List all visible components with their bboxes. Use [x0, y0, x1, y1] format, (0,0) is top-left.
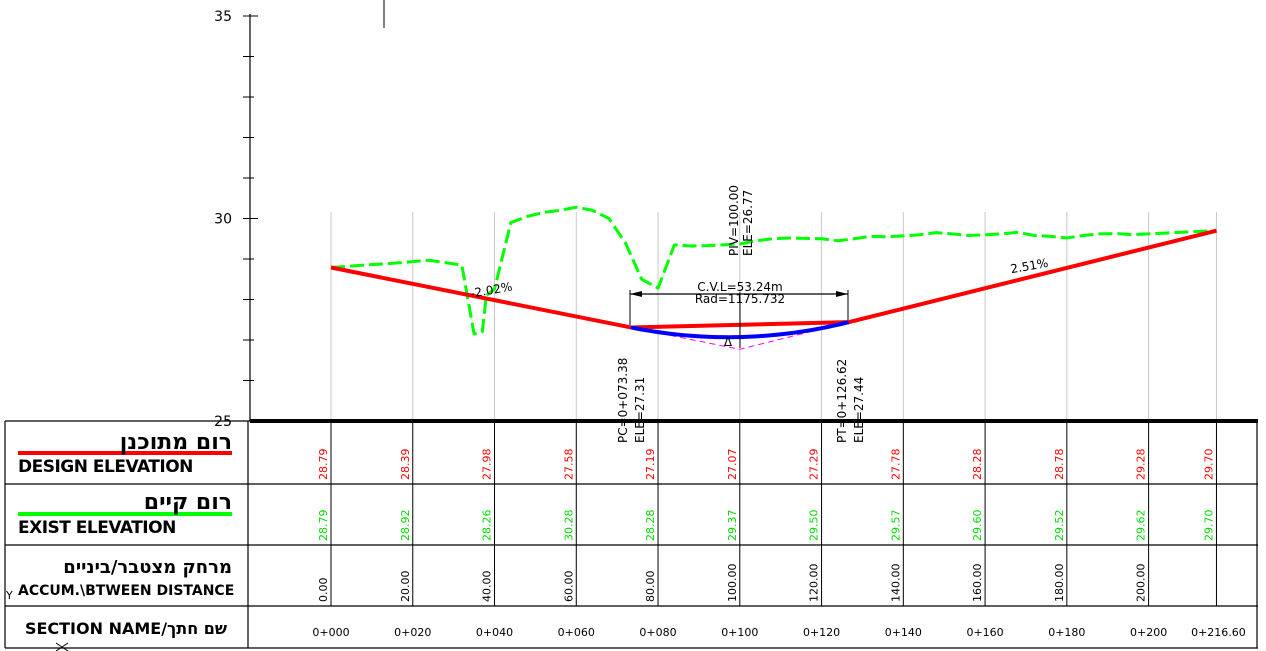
side-mark: Y	[5, 589, 13, 602]
cross-mark	[55, 642, 69, 651]
design-elevation-cell: 29.28	[1135, 449, 1148, 481]
exist-elevation-cell: 28.92	[399, 510, 412, 542]
table-cells: 28.79 28.79 0.00 0+000 28.39 28.92 20.00 0+020 2…	[312, 421, 1246, 639]
cvl-label: C.V.L=53.24m	[697, 280, 782, 294]
slope-right-label: 2.51%	[1009, 256, 1049, 276]
curve-annotations: C.V.L=53.24m Rad=1175.732 -2.02% 2.51% Δ…	[469, 185, 1049, 443]
section-name-cell: 0+200	[1130, 626, 1167, 639]
exist-header-english: EXIST ELEVATION	[18, 518, 176, 538]
design-elevation-cell: 28.79	[317, 449, 330, 481]
cvl-right-arrow	[836, 291, 848, 297]
section-name-cell: 0+180	[1048, 626, 1085, 639]
distance-cell: 180.00	[1053, 564, 1066, 603]
distance-cell: 40.00	[481, 571, 494, 603]
pvi-ele-label: ELE=26.77	[741, 190, 755, 256]
design-elevation-cell: 27.19	[644, 449, 657, 481]
exist-elevation-cell: 29.37	[726, 510, 739, 542]
exist-elevation-cell: 28.28	[644, 510, 657, 542]
exist-elevation-cell: 29.70	[1202, 510, 1215, 542]
pc-label: PC=0+073.38	[616, 358, 630, 443]
exist-elevation-cell: 30.28	[562, 510, 575, 542]
design-elevation-cell: 27.29	[808, 449, 821, 481]
section-name-cell: 0+120	[803, 626, 840, 639]
exist-line	[330, 205, 1217, 336]
design-elevation-cell: 28.78	[1053, 449, 1066, 481]
design-elevation-cell: 29.70	[1202, 449, 1215, 481]
design-header-hebrew: רום מתוכנן	[120, 430, 232, 455]
exist-elevation-cell: 29.60	[971, 510, 984, 542]
design-header-english: DESIGN ELEVATION	[18, 457, 193, 477]
design-elevation-cell: 28.39	[399, 449, 412, 481]
profile-table: רום מתוכנן DESIGN ELEVATION רום קיים EXI…	[4, 419, 1258, 651]
section-name-cell: 0+020	[394, 626, 431, 639]
exist-elevation-cell: 29.50	[808, 510, 821, 542]
exist-elevation-cell: 28.79	[317, 510, 330, 542]
section-name-cell: 0+100	[721, 626, 758, 639]
section-name-cell: 0+060	[558, 626, 595, 639]
exist-header-hebrew: רום קיים	[144, 490, 232, 515]
exist-elevation-cell: 29.52	[1053, 510, 1066, 542]
cvl-left-arrow	[630, 291, 642, 297]
section-name-cell: 0+080	[639, 626, 676, 639]
distance-cell: 200.00	[1135, 564, 1148, 603]
y-tick-label: 35	[214, 9, 232, 25]
design-elevation-cell: 28.28	[971, 449, 984, 481]
distance-cell: 80.00	[644, 571, 657, 603]
section-name-cell: 0+000	[312, 626, 349, 639]
distance-header-hebrew: מרחק מצטבר/ביניים	[63, 557, 232, 578]
distance-cell: 140.00	[889, 564, 902, 603]
section-name-cell: 0+140	[885, 626, 922, 639]
distance-cell: 60.00	[562, 571, 575, 603]
design-elevation-cell: 27.58	[562, 449, 575, 481]
elevation-axis: 25 30 35	[214, 9, 258, 430]
y-tick-label: 25	[214, 414, 232, 430]
exist-elevation-cell: 29.62	[1135, 510, 1148, 542]
design-elevation-cell: 27.98	[481, 449, 494, 481]
distance-cell: 20.00	[399, 571, 412, 603]
distance-cell: 100.00	[726, 564, 739, 603]
design-elevation-cell: 27.78	[889, 449, 902, 481]
section-name-cell: 0+160	[966, 626, 1003, 639]
exist-elevation-cell: 29.57	[889, 510, 902, 542]
delta-symbol: Δ	[724, 335, 733, 349]
pvi-label: PIV=100.00	[727, 185, 741, 256]
station-gridlines	[330, 212, 1217, 421]
distance-cell: 120.00	[808, 564, 821, 603]
distance-cell: 0.00	[317, 578, 330, 603]
profile-lines	[330, 205, 1217, 350]
pc-ele-label: ELE=27.31	[633, 377, 647, 443]
slope-left-label: -2.02%	[469, 279, 513, 300]
exist-elevation-cell: 28.26	[481, 510, 494, 542]
section-name-cell: 0+040	[476, 626, 513, 639]
design-elevation-cell: 27.07	[726, 449, 739, 481]
distance-header-english: ACCUM.\BTWEEN DISTANCE	[18, 583, 234, 599]
pt-label: PT=0+126.62	[835, 359, 849, 443]
section-name-header: SECTION NAME/שם חתך	[25, 619, 227, 638]
pt-ele-label: ELE=27.44	[852, 377, 866, 443]
y-tick-label: 30	[214, 212, 232, 228]
distance-cell: 160.00	[971, 564, 984, 603]
section-name-cell: 0+216.60	[1191, 626, 1246, 639]
